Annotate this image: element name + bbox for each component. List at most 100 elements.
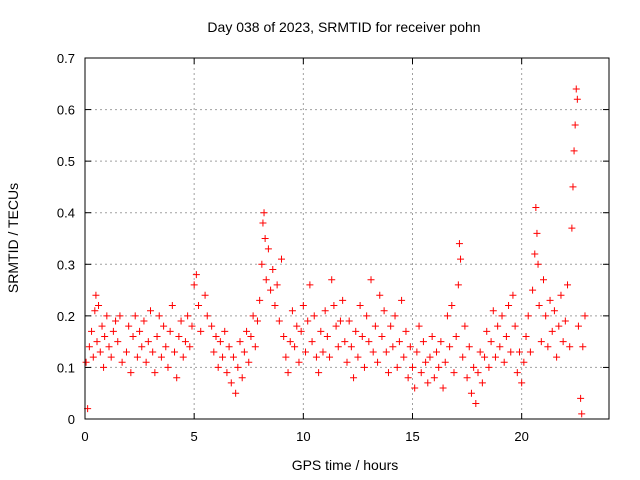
data-point [513, 369, 521, 377]
data-point [227, 379, 235, 387]
data-point [232, 389, 240, 397]
data-point [509, 291, 517, 299]
data-point [157, 353, 165, 361]
data-point [122, 348, 130, 356]
data-point [96, 348, 104, 356]
data-point [275, 317, 283, 325]
data-point [140, 317, 148, 325]
data-point [304, 317, 312, 325]
data-point [415, 322, 423, 330]
data-point [441, 358, 449, 366]
data-point [391, 312, 399, 320]
data-point [164, 363, 172, 371]
data-points [82, 85, 589, 418]
data-point [363, 312, 371, 320]
data-point [280, 332, 288, 340]
data-point [505, 302, 513, 310]
data-point [380, 307, 388, 315]
data-point [278, 255, 285, 263]
data-point [443, 312, 451, 320]
data-point [465, 343, 473, 351]
data-point [404, 374, 412, 382]
data-point [91, 307, 99, 315]
data-point [341, 338, 349, 346]
data-point [496, 343, 504, 351]
x-tick-label: 5 [191, 429, 198, 444]
data-point [459, 353, 467, 361]
data-point [374, 358, 382, 366]
data-point [258, 260, 266, 268]
data-point [568, 224, 576, 232]
data-point [570, 147, 578, 155]
data-point [116, 312, 124, 320]
data-point [535, 302, 543, 310]
data-point [236, 338, 244, 346]
data-point [478, 379, 486, 387]
data-point [487, 338, 495, 346]
data-point [384, 369, 392, 377]
data-point [269, 265, 277, 273]
data-point [88, 327, 96, 335]
y-tick-label: 0.4 [57, 206, 75, 221]
axis-ticks: 0 0.1 0.2 0.3 0.4 0.5 0.6 0.7 0 5 10 15 20 [57, 51, 609, 444]
data-point [105, 343, 113, 351]
data-point [343, 358, 351, 366]
data-point [184, 312, 192, 320]
data-point [454, 281, 462, 289]
data-point [409, 363, 416, 371]
data-point [548, 327, 556, 335]
data-point [411, 384, 419, 392]
y-tick-label: 0.2 [57, 309, 75, 324]
x-tick-label: 15 [405, 429, 419, 444]
data-point [253, 317, 261, 325]
data-point [151, 369, 159, 377]
data-point [133, 353, 141, 361]
data-point [571, 121, 579, 129]
data-point [534, 260, 542, 268]
data-point [564, 281, 572, 289]
data-point [577, 394, 585, 402]
data-point [376, 291, 384, 299]
data-point [103, 312, 111, 320]
data-point [572, 85, 580, 93]
data-point [147, 307, 154, 315]
data-point [328, 276, 336, 284]
data-point [457, 255, 465, 263]
data-point [210, 348, 218, 356]
data-point [299, 302, 307, 310]
data-point [413, 348, 421, 356]
data-point [188, 322, 196, 330]
data-point [291, 343, 299, 351]
data-point [365, 338, 373, 346]
data-point [319, 348, 327, 356]
data-point [424, 379, 432, 387]
x-tick-label: 20 [514, 429, 528, 444]
data-point [455, 240, 463, 248]
data-point [223, 369, 231, 377]
data-point [450, 369, 458, 377]
data-point [312, 353, 320, 361]
data-point [310, 312, 318, 320]
data-point [92, 291, 100, 299]
data-point [581, 312, 589, 320]
data-point [245, 358, 253, 366]
data-point [219, 353, 227, 361]
data-point [446, 343, 454, 351]
data-point [485, 363, 493, 371]
data-point [573, 95, 581, 103]
data-point [249, 312, 257, 320]
data-point [452, 332, 460, 340]
data-point [264, 245, 272, 253]
data-point [402, 327, 410, 335]
data-point [467, 389, 475, 397]
data-point [559, 338, 567, 346]
data-point [393, 363, 401, 371]
data-point [260, 209, 268, 217]
data-point [171, 348, 179, 356]
data-point [515, 348, 523, 356]
data-point [160, 322, 168, 330]
data-point [553, 353, 561, 361]
data-point [267, 286, 275, 294]
data-point [306, 281, 314, 289]
